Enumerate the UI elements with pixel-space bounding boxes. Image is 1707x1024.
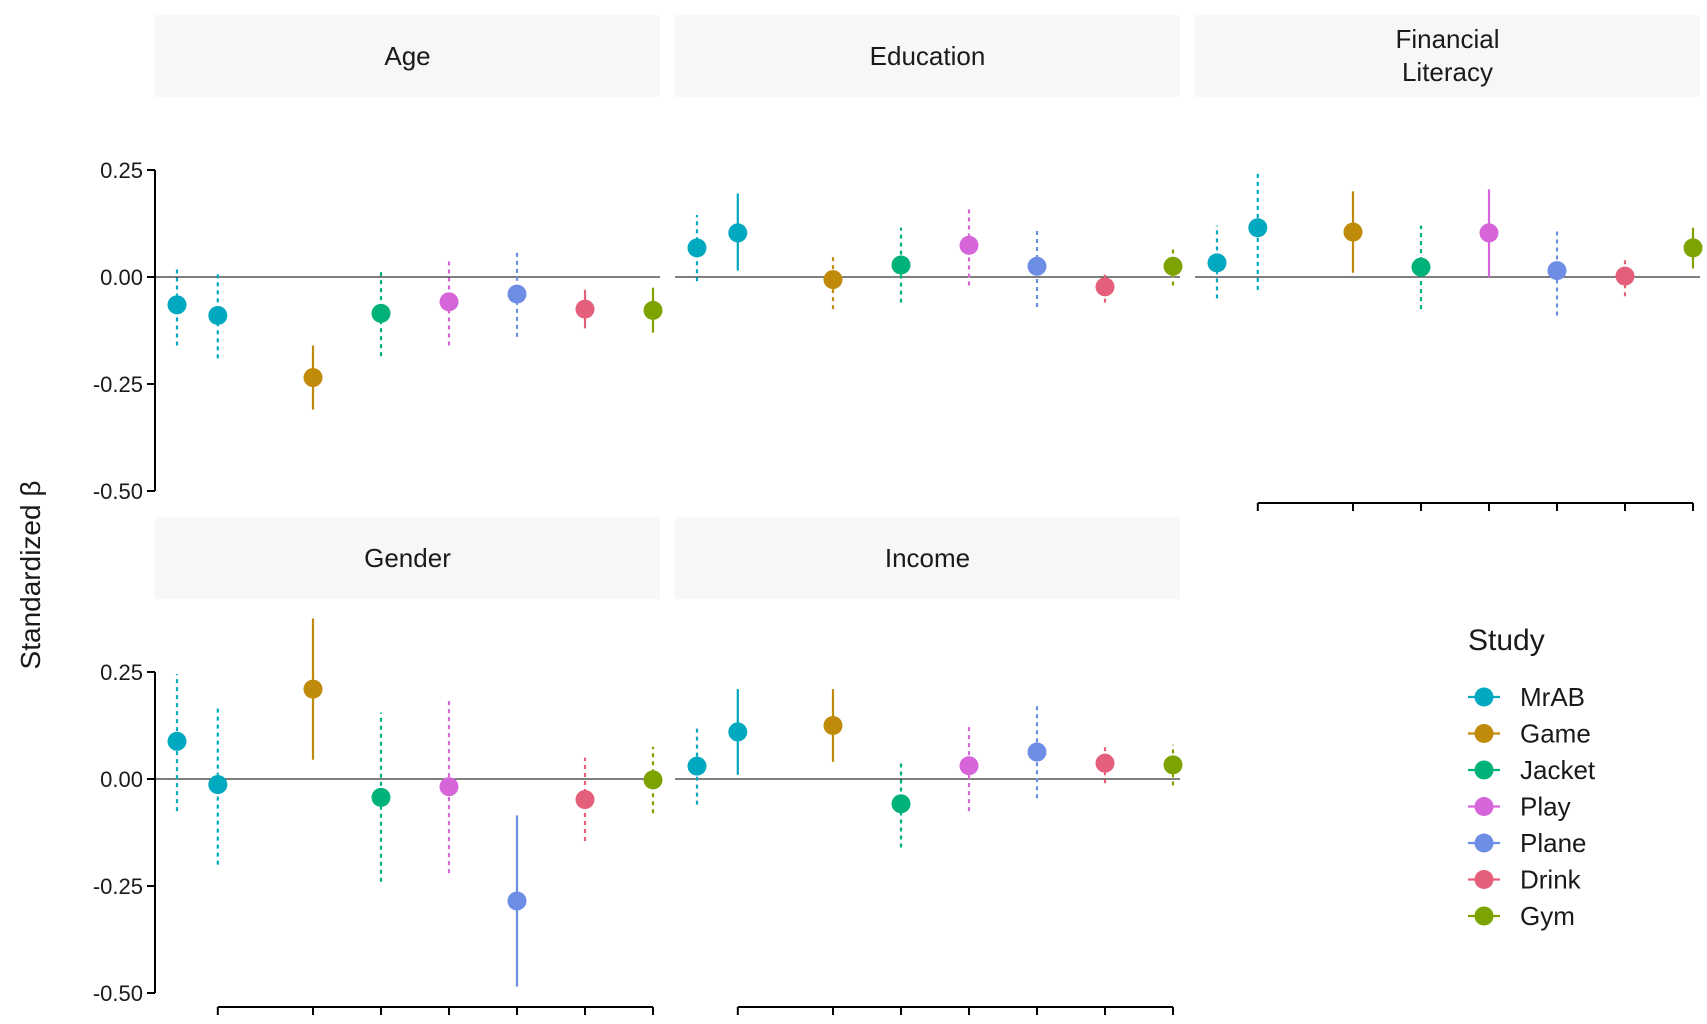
point-mrab xyxy=(208,775,228,795)
point-jacket xyxy=(371,787,391,807)
facet-strip xyxy=(1195,15,1700,97)
legend-label: Drink xyxy=(1520,865,1582,895)
facet-strip-label-line: Age xyxy=(384,41,430,71)
point-mrab xyxy=(728,223,748,243)
point-jacket xyxy=(891,255,911,275)
legend-label: Gym xyxy=(1520,901,1575,931)
point-plane xyxy=(507,284,527,304)
y-tick-label: -0.50 xyxy=(93,479,143,504)
point-play xyxy=(959,756,979,776)
point-play xyxy=(439,777,459,797)
facet-strip-label-line: Literacy xyxy=(1402,57,1493,87)
y-tick-label: 0.25 xyxy=(100,158,143,183)
y-tick-label: -0.25 xyxy=(93,372,143,397)
facet-strip-label-line: Gender xyxy=(364,543,451,573)
point-plane xyxy=(1027,256,1047,276)
legend-key-point xyxy=(1474,687,1494,707)
facet-strip xyxy=(675,517,1180,599)
legend-items: MrAB Game Jacket Play Plane Drink Gym xyxy=(1468,682,1596,931)
point-gym xyxy=(1683,238,1703,258)
legend-label: MrAB xyxy=(1520,682,1585,712)
y-axis-title: Standardized β xyxy=(15,481,46,670)
y-tick-label: 0.00 xyxy=(100,767,143,792)
facet-financial-literacy: Financial Literacy xyxy=(1195,15,1703,511)
point-mrab xyxy=(208,306,228,326)
facet-strip-label: Education xyxy=(870,41,986,71)
legend-key-point xyxy=(1474,906,1494,926)
facet-strip xyxy=(675,15,1180,97)
facet-gender: Gender 0.25 0.00 -0.25 -0.50 xyxy=(93,517,663,1015)
legend-key-point xyxy=(1474,870,1494,889)
point-mrab xyxy=(1207,253,1227,273)
point-plane xyxy=(1027,742,1047,762)
legend-key-point xyxy=(1474,833,1494,853)
point-play xyxy=(1479,223,1499,243)
point-gym xyxy=(643,300,663,320)
legend-item-game: Game xyxy=(1468,719,1591,749)
point-gym xyxy=(1163,755,1183,775)
point-game xyxy=(1343,222,1363,242)
point-mrab xyxy=(167,731,187,751)
point-gym xyxy=(643,770,663,790)
point-mrab xyxy=(1248,218,1268,238)
y-tick-label: -0.25 xyxy=(93,874,143,899)
facet-age: Age 0.25 0.00 -0.25 -0.50 xyxy=(93,15,663,504)
point-mrab xyxy=(687,756,707,776)
point-jacket xyxy=(891,794,911,814)
facet-strip xyxy=(155,15,660,97)
legend-key-point xyxy=(1474,797,1494,816)
point-drink xyxy=(575,299,595,319)
legend-key-point xyxy=(1474,724,1494,743)
facet-strip-label-line: Income xyxy=(885,543,970,573)
facet-strip xyxy=(155,517,660,599)
legend: Study MrAB Game Jacket Play Plane Drink Gym xyxy=(1468,624,1596,931)
legend-label: Jacket xyxy=(1520,755,1596,785)
point-drink xyxy=(1095,753,1115,773)
facet-education: Education xyxy=(675,15,1183,310)
point-jacket xyxy=(371,303,391,323)
facet-strip-label-line: Financial xyxy=(1395,24,1499,54)
y-tick-label: 0.25 xyxy=(100,660,143,685)
legend-item-gym: Gym xyxy=(1468,901,1575,931)
facet-strip-label: Gender xyxy=(364,543,451,573)
point-game xyxy=(303,368,323,388)
point-play xyxy=(959,235,979,255)
facet-income: Income xyxy=(675,517,1183,1015)
point-drink xyxy=(575,790,595,810)
facet-strip-label-line: Education xyxy=(870,41,986,71)
point-plane xyxy=(1547,261,1567,281)
facet-panels: Age 0.25 0.00 -0.25 -0.50 Education Financial L… xyxy=(93,15,1703,1015)
point-game xyxy=(823,716,843,735)
point-mrab xyxy=(687,238,707,258)
y-tick-label: -0.50 xyxy=(93,981,143,1006)
point-play xyxy=(439,292,459,312)
legend-label: Play xyxy=(1520,792,1571,822)
y-tick-label: 0.00 xyxy=(100,265,143,290)
legend-item-drink: Drink xyxy=(1468,865,1582,895)
point-game xyxy=(823,270,843,290)
facet-strip-label: Financial Literacy xyxy=(1395,24,1499,87)
facet-strip-label: Age xyxy=(384,41,430,71)
legend-title: Study xyxy=(1468,624,1545,657)
facet-strip-label: Income xyxy=(885,543,970,573)
point-mrab xyxy=(167,295,187,315)
legend-item-mrab: MrAB xyxy=(1468,682,1585,712)
legend-item-play: Play xyxy=(1468,792,1571,822)
legend-key-point xyxy=(1474,760,1494,780)
point-gym xyxy=(1163,256,1183,276)
legend-label: Plane xyxy=(1520,828,1587,858)
legend-item-plane: Plane xyxy=(1468,828,1587,858)
point-game xyxy=(303,679,323,699)
point-drink xyxy=(1095,277,1115,297)
legend-label: Game xyxy=(1520,719,1591,749)
point-mrab xyxy=(728,722,748,742)
point-jacket xyxy=(1411,257,1431,277)
point-drink xyxy=(1615,266,1635,286)
point-plane xyxy=(507,891,527,911)
legend-item-jacket: Jacket xyxy=(1468,755,1596,785)
